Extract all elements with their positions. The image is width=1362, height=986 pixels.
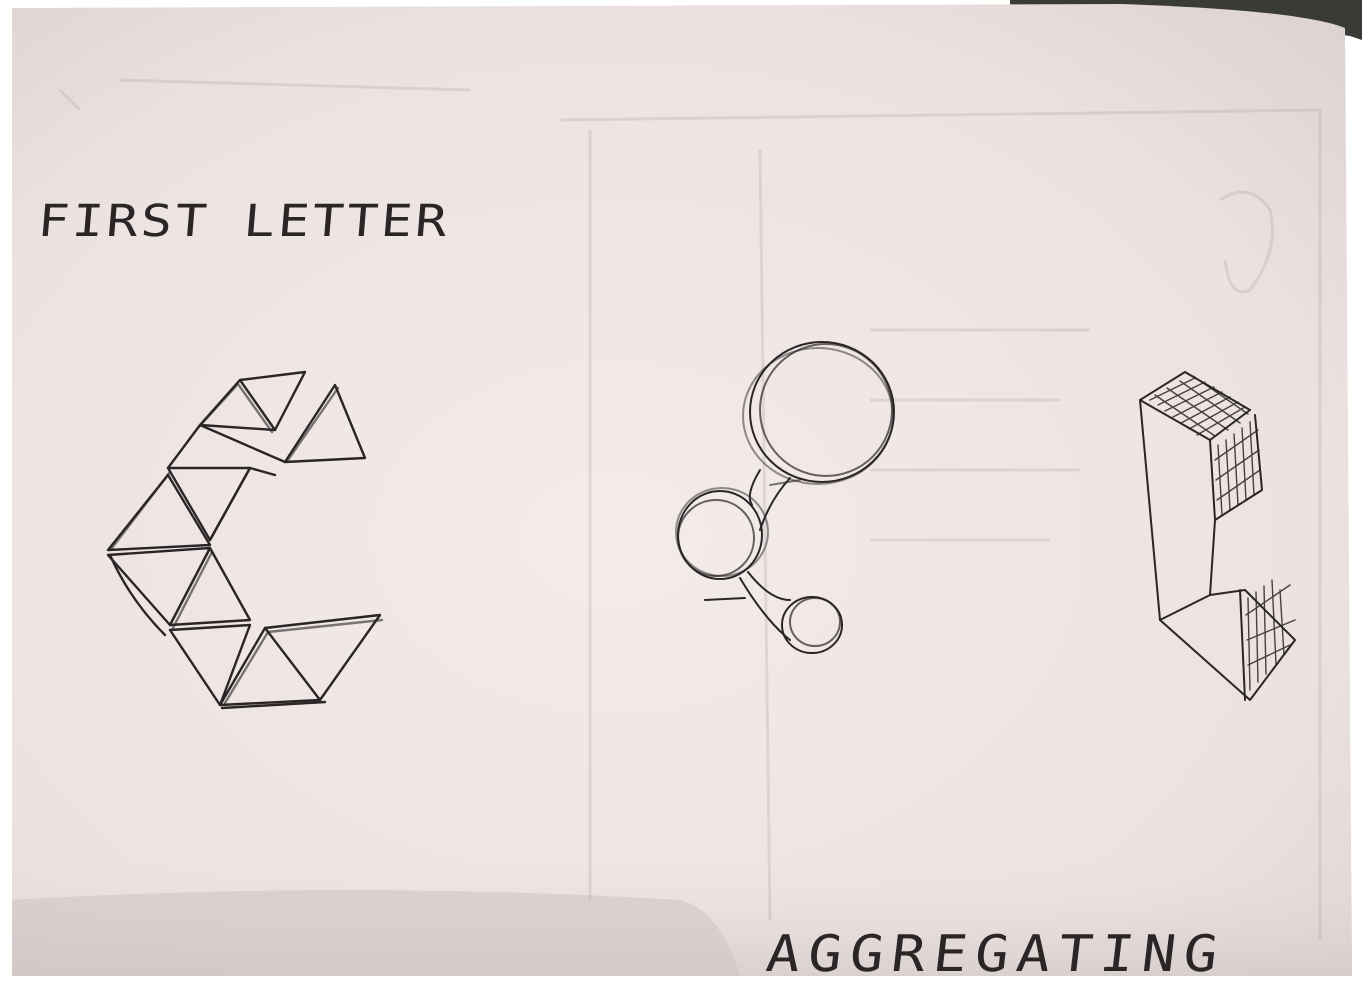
sketch-footer: AGGREGATING: [763, 925, 1229, 984]
circles-letter-c: [675, 341, 895, 654]
paper-sheet: [12, 4, 1352, 976]
triangle-letter-c: [106, 370, 384, 710]
block-letter-c: [1139, 371, 1296, 701]
sketch-heading: FIRST LETTER: [35, 196, 452, 247]
show-through-marks: [58, 78, 1322, 940]
